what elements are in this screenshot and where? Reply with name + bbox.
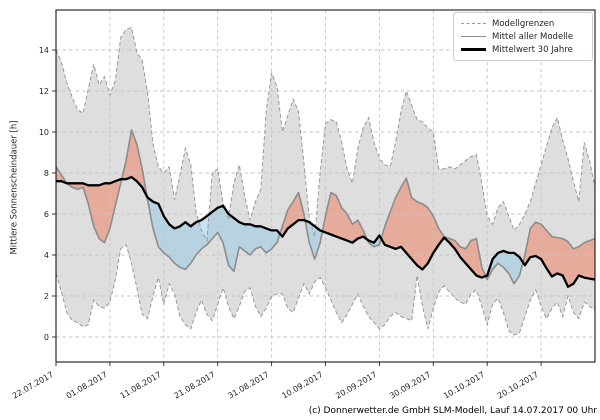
y-tick-label: 14	[39, 46, 49, 55]
x-tick-label: 01.08.2017	[65, 370, 109, 401]
above-normal-area	[121, 130, 148, 197]
dashed-line-icon	[461, 23, 486, 24]
y-tick-label: 2	[44, 292, 49, 301]
y-tick-label: 4	[44, 251, 49, 260]
x-tick-label: 10.10.2017	[442, 370, 486, 401]
x-tick-label: 20.10.2017	[496, 370, 540, 401]
climate-mean-line	[56, 175, 596, 288]
y-tick-label: 6	[44, 210, 49, 219]
legend-item-model-bounds: Modellgrenzen	[461, 17, 585, 30]
y-tick-label: 8	[44, 169, 49, 178]
below-normal-area	[147, 196, 280, 272]
above-normal-area	[322, 192, 368, 243]
model-mean-line	[55, 129, 596, 285]
x-tick-label: 21.08.2017	[173, 370, 217, 401]
x-tick-label: 31.08.2017	[226, 370, 270, 401]
legend-item-model-mean: Mittel aller Modelle	[461, 30, 585, 43]
above-normal-area	[279, 192, 306, 237]
legend-label-model-mean: Mittel aller Modelle	[492, 31, 574, 42]
black-line-icon	[461, 48, 486, 51]
legend-item-climate-mean: Mittelwert 30 Jahre	[461, 43, 585, 56]
legend: Modellgrenzen Mittel aller Modelle Mitte…	[453, 12, 593, 61]
legend-label-climate-mean: Mittelwert 30 Jahre	[492, 44, 573, 55]
gray-line-icon	[461, 35, 486, 38]
upper-bound-line	[55, 26, 596, 243]
copyright-note: (c) Donnerwetter.de GmbH SLM-Modell, Lau…	[308, 406, 597, 416]
legend-label-model-bounds: Modellgrenzen	[492, 18, 555, 29]
y-tick-label: 0	[44, 333, 49, 342]
x-tick-label: 20.09.2017	[334, 370, 378, 401]
y-axis-label: Mittlere Sonnenscheindauer [h]	[9, 120, 20, 255]
x-tick-label: 10.09.2017	[280, 370, 324, 401]
x-tick-label: 11.08.2017	[119, 370, 163, 401]
x-tick-label: 30.09.2017	[388, 370, 432, 401]
y-tick-label: 12	[39, 87, 49, 96]
y-tick-label: 10	[39, 128, 49, 137]
x-tick-label: 22.07.2017	[11, 370, 55, 401]
lower-bound-line	[55, 243, 596, 336]
